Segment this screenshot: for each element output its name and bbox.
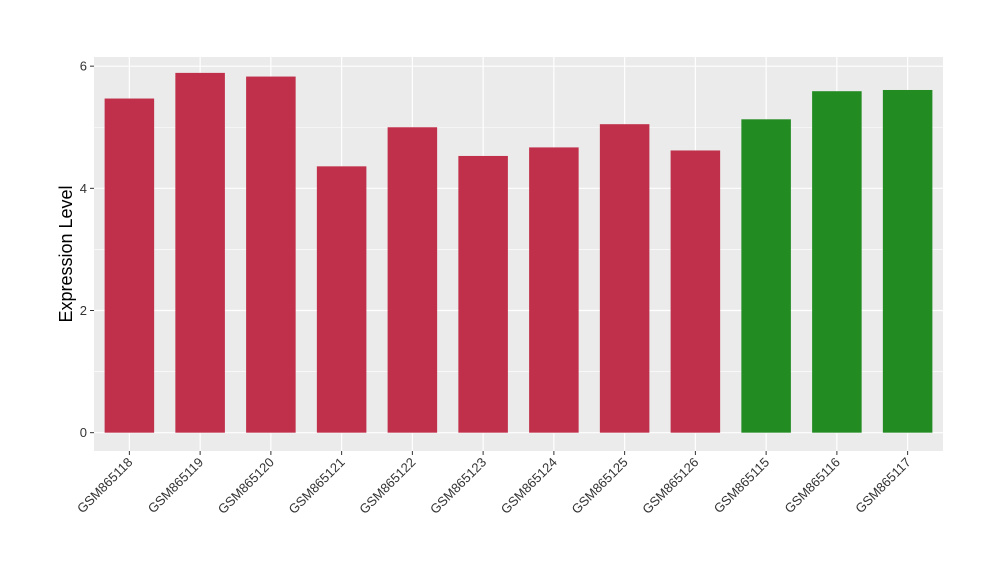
x-tick-label: GSM865124	[498, 455, 560, 517]
x-tick-label: GSM865122	[356, 455, 418, 517]
y-tick-label: 2	[80, 303, 87, 318]
bar-GSM865125	[599, 124, 650, 433]
x-tick-label: GSM865120	[215, 455, 277, 517]
bar-GSM865122	[387, 127, 438, 433]
bar-GSM865120	[246, 76, 296, 433]
x-tick-label: GSM865121	[286, 455, 348, 517]
bar-GSM865118	[104, 98, 155, 433]
bar-GSM865115	[741, 119, 791, 433]
x-tick-label: GSM865119	[145, 455, 207, 517]
bars	[104, 72, 933, 433]
bar-GSM865117	[882, 89, 933, 433]
plot-panel	[94, 57, 943, 451]
y-axis: 0 2 4 6	[80, 59, 94, 440]
x-tick-label: GSM865126	[639, 455, 701, 517]
x-axis: GSM865118 GSM865119 GSM865120 GSM865121 GSM8…	[74, 451, 914, 517]
x-tick-label: GSM865117	[852, 455, 914, 517]
y-tick-label: 4	[80, 181, 87, 196]
y-tick-label: 6	[80, 59, 87, 74]
bar-GSM865116	[812, 91, 862, 433]
y-tick-label: 0	[80, 425, 87, 440]
x-tick-label: GSM865115	[711, 455, 773, 517]
bar-GSM865121	[316, 166, 367, 433]
bar-GSM865123	[458, 155, 508, 433]
y-axis-title: Expression Level	[56, 185, 76, 322]
bar-GSM865119	[175, 72, 225, 433]
bar-GSM865124	[529, 147, 579, 433]
grid-minor	[94, 126, 943, 372]
bar-GSM865126	[670, 150, 721, 433]
x-tick-label: GSM865116	[781, 455, 843, 517]
x-tick-label: GSM865125	[569, 455, 631, 517]
x-tick-label: GSM865118	[74, 455, 136, 517]
x-tick-label: GSM865123	[427, 455, 489, 517]
